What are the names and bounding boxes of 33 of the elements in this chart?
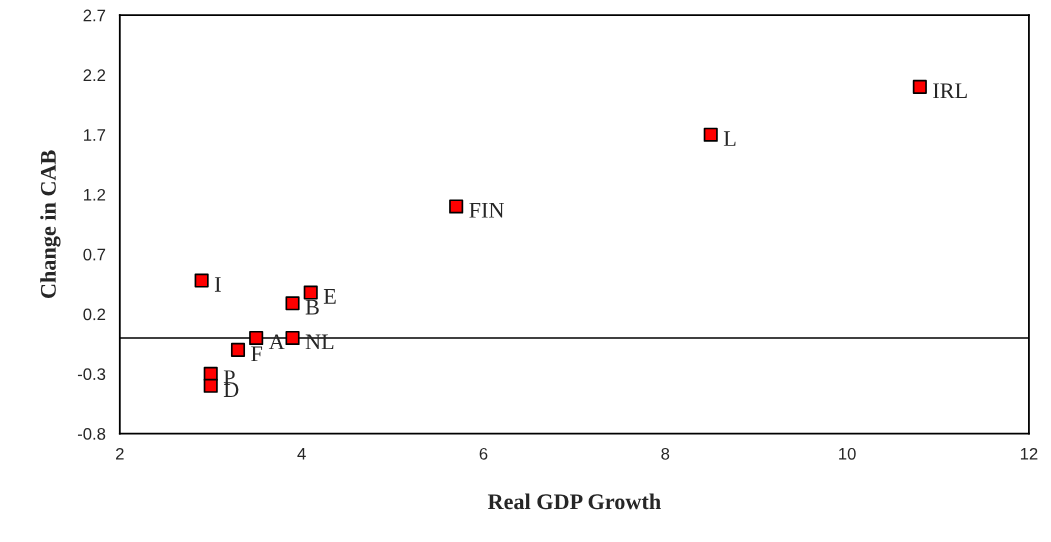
annotation: FIN (469, 203, 504, 218)
x-tick-label: 2 (116, 447, 124, 460)
point (703, 127, 718, 142)
annotation: IRL (933, 83, 967, 99)
point (285, 296, 300, 311)
x-tick-label: 4 (297, 448, 306, 460)
x-axis-title: Real GDP Growth (487, 493, 661, 510)
x-tick-label: 12 (1020, 447, 1038, 460)
y-tick-label: 0.2 (83, 308, 106, 321)
annotation: B (305, 299, 319, 315)
point (449, 199, 464, 214)
y-tick-label: -0.3 (77, 368, 106, 381)
x-tick-label: 6 (479, 447, 488, 460)
y-tick-label: 0.7 (83, 248, 106, 261)
x-tick-label: 8 (661, 447, 670, 460)
annotation: I (214, 277, 221, 292)
y-tick-label: 1.2 (84, 188, 106, 201)
annotation: F (251, 346, 263, 362)
point (249, 330, 264, 346)
point (303, 285, 318, 300)
point (285, 330, 300, 346)
annotation: E (323, 289, 336, 304)
x-tick-label: 10 (839, 447, 856, 460)
y-tick-label: -0.8 (77, 428, 106, 440)
y-tick-label: 2.2 (83, 69, 106, 81)
y-axis-title: Change in CAB (40, 150, 61, 299)
point (194, 273, 209, 288)
point (230, 342, 246, 357)
y-tick-label: 1.7 (84, 129, 106, 141)
point (203, 378, 218, 393)
y-tick-label: 2.7 (83, 9, 106, 22)
point (912, 79, 927, 94)
annotation: L (723, 131, 736, 146)
